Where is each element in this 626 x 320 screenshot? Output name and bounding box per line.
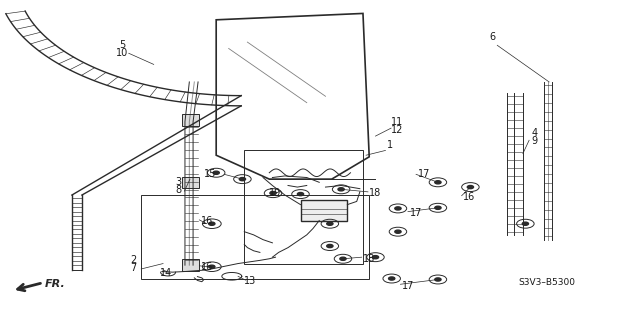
Circle shape [395, 230, 401, 233]
Circle shape [239, 178, 245, 181]
Circle shape [338, 188, 344, 191]
Circle shape [327, 244, 333, 248]
Circle shape [372, 256, 379, 259]
Text: 2: 2 [131, 255, 137, 265]
Text: 17: 17 [403, 281, 414, 291]
Text: 18: 18 [363, 254, 375, 264]
Text: 16: 16 [463, 192, 475, 202]
Text: 4: 4 [531, 128, 538, 138]
Circle shape [340, 257, 346, 260]
Circle shape [297, 193, 304, 196]
Bar [141, 195, 369, 279]
Circle shape [270, 192, 276, 195]
Circle shape [389, 277, 395, 280]
Text: 1: 1 [387, 140, 393, 150]
Circle shape [435, 206, 441, 209]
Text: 19: 19 [269, 188, 282, 198]
Text: 6: 6 [490, 32, 496, 42]
Circle shape [467, 186, 473, 189]
Text: 12: 12 [391, 124, 403, 134]
Circle shape [522, 222, 528, 225]
Text: 10: 10 [116, 48, 128, 58]
Text: 7: 7 [131, 263, 137, 273]
Circle shape [435, 278, 441, 281]
Circle shape [395, 207, 401, 210]
Text: FR.: FR. [44, 279, 65, 289]
Text: 16: 16 [200, 262, 213, 272]
Text: 14: 14 [160, 268, 172, 278]
Circle shape [208, 265, 215, 268]
Text: 18: 18 [369, 188, 381, 198]
Text: 3: 3 [176, 177, 182, 187]
Text: 5: 5 [120, 40, 126, 50]
Text: 16: 16 [200, 216, 213, 226]
Bar [300, 200, 347, 220]
Circle shape [213, 171, 219, 174]
Text: S3V3–B5300: S3V3–B5300 [519, 278, 576, 287]
Bar [244, 150, 363, 264]
Text: 17: 17 [410, 208, 422, 218]
Text: 15: 15 [204, 169, 216, 179]
Text: 9: 9 [531, 136, 538, 146]
Text: 11: 11 [391, 116, 403, 126]
Circle shape [327, 222, 333, 225]
Bar [182, 177, 198, 188]
Circle shape [208, 222, 215, 225]
Text: 13: 13 [244, 276, 257, 286]
Bar [182, 260, 198, 271]
Bar [182, 115, 198, 126]
Text: 17: 17 [418, 169, 430, 179]
Text: 8: 8 [176, 185, 182, 195]
Circle shape [435, 181, 441, 184]
